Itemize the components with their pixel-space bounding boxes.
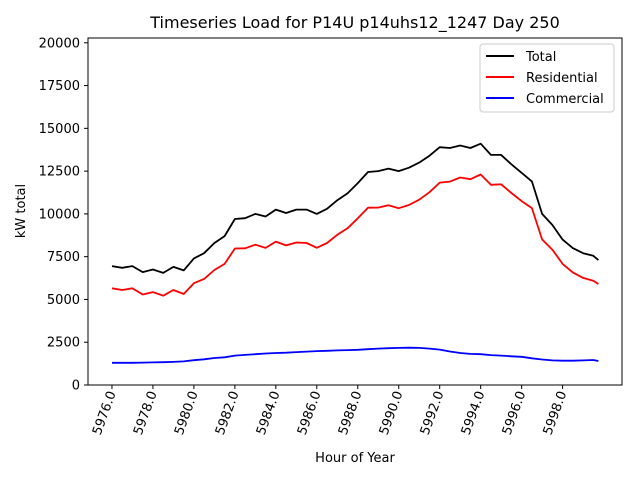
x-tick-label: 5988.0 <box>336 389 366 437</box>
x-tick-label: 5986.0 <box>295 389 325 437</box>
chart-title: Timeseries Load for P14U p14uhs12_1247 D… <box>149 13 560 33</box>
x-tick-label: 5998.0 <box>541 389 571 437</box>
series-line-commercial <box>112 346 599 364</box>
x-tick-label: 5994.0 <box>459 389 489 437</box>
y-axis-label: kW total <box>14 184 29 238</box>
plot-frame <box>87 37 623 386</box>
x-tick-label: 5980.0 <box>172 389 202 437</box>
legend-label: Residential <box>526 71 598 86</box>
y-tick-label: 2500 <box>47 336 80 351</box>
x-tick-label: 5978.0 <box>131 389 161 437</box>
x-tick-label: 5976.0 <box>90 389 120 437</box>
x-tick-label: 5990.0 <box>377 389 407 437</box>
y-tick-label: 5000 <box>47 293 80 308</box>
x-tick-label: 5992.0 <box>418 389 448 437</box>
series-line-residential <box>111 173 599 297</box>
legend-label: Total <box>525 50 556 65</box>
series-line-total <box>111 142 599 274</box>
y-tick-label: 20000 <box>39 36 80 51</box>
x-tick-label: 5984.0 <box>254 389 284 437</box>
legend: Total Residential Commercial <box>479 43 615 113</box>
x-tick-label: 5982.0 <box>213 389 243 437</box>
x-axis-label: Hour of Year <box>315 451 395 466</box>
y-tick-label: 17500 <box>39 79 80 94</box>
y-tick-label: 10000 <box>39 207 80 222</box>
y-tick-label: 15000 <box>39 122 80 137</box>
y-tick-label: 12500 <box>39 165 80 180</box>
x-tick-label: 5996.0 <box>500 389 530 437</box>
legend-label: Commercial <box>526 92 604 107</box>
y-tick-label: 0 <box>72 379 80 394</box>
y-tick-label: 7500 <box>47 250 80 265</box>
